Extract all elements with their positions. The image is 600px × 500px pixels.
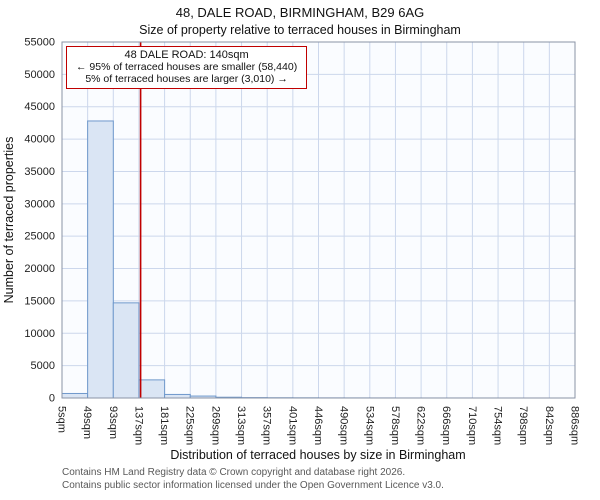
x-tick-label: 93sqm <box>107 406 119 439</box>
y-tick-label: 45000 <box>24 101 55 113</box>
x-tick-label: 137sqm <box>132 406 144 445</box>
x-tick-label: 401sqm <box>286 406 298 445</box>
x-tick-label: 534sqm <box>363 406 375 445</box>
marker-annotation-box: 48 DALE ROAD: 140sqm ← 95% of terraced h… <box>66 46 308 89</box>
x-tick-label: 842sqm <box>543 406 555 445</box>
x-tick-label: 754sqm <box>492 406 504 445</box>
x-tick-label: 798sqm <box>517 406 529 445</box>
histogram-bar <box>87 120 114 399</box>
y-tick-label: 25000 <box>24 231 55 243</box>
plot-frame <box>61 41 576 399</box>
y-tick-label: 20000 <box>24 263 55 275</box>
x-tick-label: 357sqm <box>261 406 273 445</box>
y-tick-label: 15000 <box>24 295 55 307</box>
chart-subtitle: Size of property relative to terraced ho… <box>139 23 461 37</box>
chart-title: 48, DALE ROAD, BIRMINGHAM, B29 6AG <box>175 5 425 20</box>
y-tick-label: 5000 <box>31 360 55 372</box>
histogram-bar <box>138 379 166 399</box>
footer: Contains HM Land Registry data © Crown c… <box>62 467 444 492</box>
x-tick-label: 313sqm <box>235 406 247 445</box>
annotation-larger: 5% of terraced houses are larger (3,010)… <box>85 73 288 85</box>
y-axis-label: Number of terraced properties <box>2 137 16 304</box>
y-tick-label: 40000 <box>24 134 55 146</box>
x-tick-label: 666sqm <box>440 406 452 445</box>
y-tick-label: 10000 <box>24 328 55 340</box>
x-tick-label: 886sqm <box>568 406 580 445</box>
y-tick-label: 35000 <box>24 166 55 178</box>
histogram-bar <box>164 393 191 399</box>
annotation-address: 48 DALE ROAD: 140sqm <box>124 49 249 61</box>
y-tick-label: 0 <box>49 393 55 405</box>
annotation-smaller: ← 95% of terraced houses are smaller (58… <box>76 61 298 73</box>
x-tick-label: 49sqm <box>81 406 93 439</box>
histogram-bar <box>61 392 89 399</box>
x-tick-label: 622sqm <box>415 406 427 445</box>
x-tick-label: 490sqm <box>338 406 350 445</box>
x-tick-label: 5sqm <box>55 406 67 433</box>
x-tick-label: 446sqm <box>312 406 324 445</box>
y-tick-label: 30000 <box>24 198 55 210</box>
x-tick-label: 225sqm <box>184 406 196 445</box>
histogram-bar <box>112 302 140 399</box>
footer-attribution-line2: Contains public sector information licen… <box>62 479 444 491</box>
x-tick-label: 710sqm <box>466 406 478 445</box>
y-tick-label: 55000 <box>24 37 55 49</box>
x-tick-label: 578sqm <box>389 406 401 445</box>
x-tick-label: 181sqm <box>158 406 170 445</box>
x-axis-label: Distribution of terraced houses by size … <box>170 448 465 462</box>
y-tick-label: 50000 <box>24 69 55 81</box>
x-tick-label: 269sqm <box>209 406 221 445</box>
footer-attribution-line1: Contains HM Land Registry data © Crown c… <box>62 467 406 478</box>
